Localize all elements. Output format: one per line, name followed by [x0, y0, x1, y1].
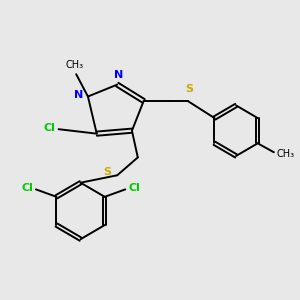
Text: Cl: Cl [128, 183, 140, 193]
Text: Cl: Cl [44, 123, 56, 133]
Text: S: S [103, 167, 111, 177]
Text: N: N [114, 70, 123, 80]
Text: S: S [185, 84, 193, 94]
Text: CH₃: CH₃ [66, 60, 84, 70]
Text: CH₃: CH₃ [277, 149, 295, 159]
Text: N: N [74, 90, 83, 100]
Text: Cl: Cl [21, 183, 33, 193]
